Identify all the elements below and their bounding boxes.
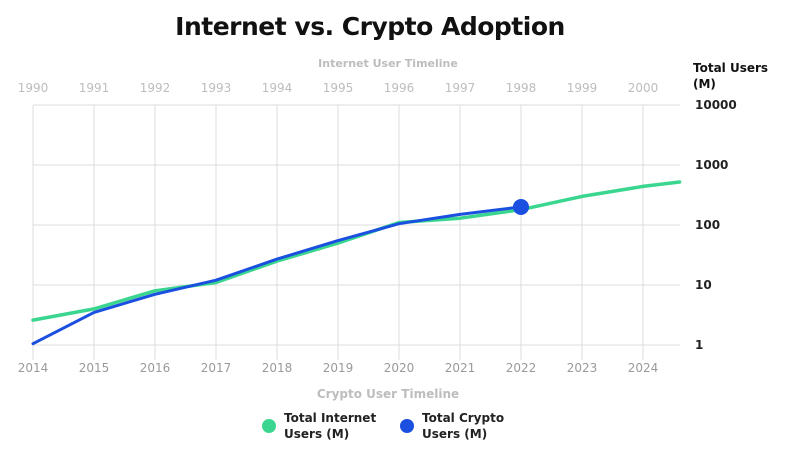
bottom-x-tick-label: 2023	[567, 361, 598, 375]
bottom-x-tick-label: 2017	[201, 361, 232, 375]
top-x-tick-label: 1990	[18, 81, 49, 95]
top-x-axis-title: Internet User Timeline	[318, 57, 458, 70]
y-tick-label: 10000	[695, 98, 737, 112]
legend-internet-swatch	[262, 419, 276, 433]
crypto-current-marker	[513, 198, 529, 215]
bottom-x-tick-label: 2022	[506, 361, 537, 375]
internet-users-line	[31, 180, 682, 322]
y-tick-label: 10	[695, 278, 712, 292]
bottom-x-tick-label: 2019	[323, 361, 354, 375]
top-x-tick-label: 1992	[140, 81, 171, 95]
chart-title: Internet vs. Crypto Adoption	[175, 12, 565, 41]
legend-crypto-label: Total Crypto Users (M)	[422, 411, 505, 441]
crypto-users-line	[31, 205, 523, 346]
top-x-tick-label: 1997	[445, 81, 476, 95]
bottom-x-tick-label: 2016	[140, 361, 171, 375]
top-x-tick-label: 1994	[262, 81, 293, 95]
top-x-tick-label: 2000	[628, 81, 659, 95]
grid	[32, 104, 680, 360]
tick-labels: 1 10 100 1000 10000 1990 1991 1992 1993 1994 1995 1…	[18, 57, 737, 401]
y-tick-label: 100	[695, 218, 720, 232]
y-tick-label: 1000	[695, 158, 728, 172]
top-x-tick-label: 1996	[384, 81, 415, 95]
series-lines	[31, 180, 682, 346]
bottom-x-tick-label: 2021	[445, 361, 476, 375]
top-x-tick-label: 1991	[79, 81, 110, 95]
top-x-tick-label: 1998	[506, 81, 537, 95]
bottom-x-tick-label: 2020	[384, 361, 415, 375]
top-x-tick-label: 1999	[567, 81, 598, 95]
y-tick-label: 1	[695, 338, 703, 352]
legend-crypto-swatch	[400, 419, 414, 433]
bottom-x-tick-label: 2024	[628, 361, 659, 375]
y-axis-title: Total Users (M)	[693, 61, 769, 91]
legend-internet-label: Total Internet Users (M)	[284, 411, 377, 441]
bottom-x-tick-label: 2014	[18, 361, 49, 375]
bottom-x-axis-title: Crypto User Timeline	[317, 387, 459, 401]
bottom-x-tick-label: 2015	[79, 361, 110, 375]
top-x-tick-label: 1993	[201, 81, 232, 95]
bottom-x-tick-label: 2018	[262, 361, 293, 375]
top-x-tick-label: 1995	[323, 81, 354, 95]
